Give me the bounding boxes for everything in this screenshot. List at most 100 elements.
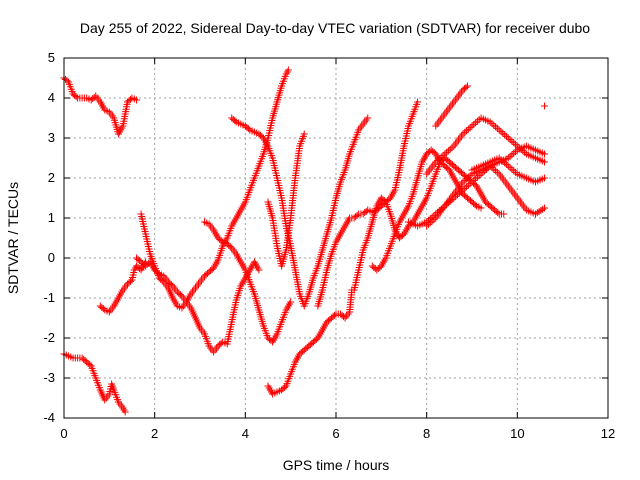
data-point [461,184,469,192]
data-point [364,114,372,122]
data-point [426,219,434,227]
data-point [330,311,338,319]
series-track-15 [423,162,549,230]
series-track-17 [468,154,549,186]
data-point [541,204,549,212]
x-tick-label: 4 [242,426,249,441]
data-point [504,134,512,142]
data-point [501,159,509,167]
data-point [424,220,432,228]
data-point [428,217,436,225]
data-point [512,168,520,176]
data-point [510,149,518,157]
data-point [517,145,525,153]
x-tick-label: 2 [151,426,158,441]
grid [64,58,608,418]
data-point [513,142,521,150]
y-tick-label: 5 [48,50,55,65]
y-tick-label: -2 [43,330,55,345]
data-point [477,204,485,212]
data-point [508,165,516,173]
data-point [490,165,498,173]
data-point [497,128,505,136]
data-point [495,126,503,134]
series-track-12 [368,146,485,274]
x-tick-label: 6 [332,426,339,441]
data-point [439,152,447,160]
data-point [464,181,472,189]
data-point [470,120,478,128]
y-tick-label: 4 [48,90,55,105]
data-point [90,93,98,101]
data-point [504,162,512,170]
y-axis-label: SDTVAR / TECUs [5,182,21,294]
data-point [463,82,471,90]
data-point [448,144,456,152]
data-point [459,178,467,186]
series-track-08 [264,130,308,270]
data-point [501,131,509,139]
data-point [510,167,518,175]
data-point [466,172,474,180]
data-point [473,173,481,181]
series-track-16 [432,82,471,130]
data-point [488,164,496,172]
series-track-07 [228,114,372,310]
data-point [506,152,514,160]
data-point [423,222,431,230]
data-point [472,119,480,127]
data-point [464,125,472,133]
series-track-06 [201,218,295,346]
data-point [464,173,472,181]
data-point [443,148,451,156]
x-tick-label: 10 [510,426,524,441]
data-point [463,127,471,135]
data-point [493,124,501,132]
data-point [462,83,470,91]
x-tick-label: 8 [423,426,430,441]
data-point [533,209,541,217]
data-point [470,176,478,184]
x-axis-label: GPS time / hours [283,457,390,473]
data-point [133,96,141,104]
data-point [502,160,510,168]
chart-title: Day 255 of 2022, Sidereal Day-to-day VTE… [80,20,590,36]
data-point [121,408,129,416]
data-point [466,180,474,188]
data-point [504,154,512,162]
data-point [176,291,184,299]
data-point [281,383,289,391]
data-point [502,132,510,140]
data-point [468,122,476,130]
data-point [463,183,471,191]
data-point [459,186,467,194]
data-point [493,168,501,176]
series-track-01 [60,74,141,138]
data-point [430,216,438,224]
data-point [437,153,445,161]
data-point [495,154,503,162]
data-point [510,139,518,147]
data-point [508,151,516,159]
data-point [444,147,452,155]
data-point [300,130,308,138]
x-tick-label: 12 [601,426,615,441]
data-point [471,201,479,209]
series-track-14 [423,114,549,178]
data-point [488,120,496,128]
data-point [353,211,361,219]
data-point [531,210,539,218]
data-point [541,174,549,182]
data-point [512,148,520,156]
data-point [521,148,529,156]
y-tick-label: 2 [48,170,55,185]
data-point [466,124,474,132]
data-point [461,128,469,136]
data-point [414,98,422,106]
data-point [472,175,480,183]
series-track-09 [264,286,356,398]
data-point [340,313,348,321]
data-point [506,136,514,144]
